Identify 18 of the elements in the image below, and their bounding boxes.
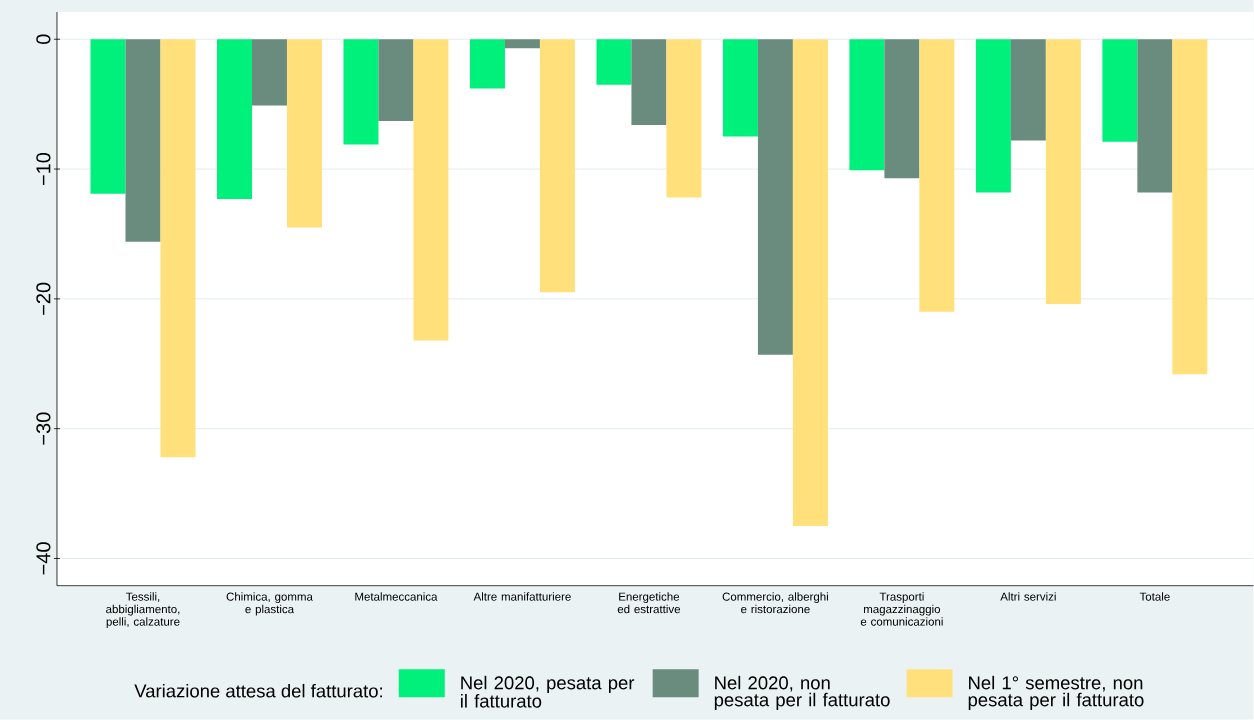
x-tick-label: Metalmeccanica [355, 592, 438, 601]
legend-label: Nel 2020, pesata per il fatturato [461, 675, 635, 708]
x-tick-label: Chimica, gomma e plastica [226, 592, 313, 616]
y-tick-label: −10 [36, 153, 51, 186]
x-tick-label: Commercio, alberghi e ristorazione [722, 592, 828, 614]
x-tick-label: Trasporti magazzinaggio e comunicazioni [860, 592, 943, 626]
y-tick-label: −30 [36, 412, 51, 445]
x-tick-label: Altri servizi [1000, 592, 1056, 601]
x-tick-label: Tessili, abbigliamento, pelli, calzature [106, 592, 180, 629]
x-tick-label: Totale [1139, 592, 1170, 601]
legend-label: Nel 2020, non pesata per il fatturato [714, 675, 890, 711]
y-tick-label: 0 [36, 34, 51, 45]
legend-label: Nel 1° semestre, non pesata per il fatturato [968, 675, 1144, 711]
x-tick-label: Energetiche ed estrattive [617, 592, 681, 614]
legend-title: Variazione attesa del fatturato: [134, 684, 382, 698]
y-tick-label: −20 [36, 282, 51, 315]
y-tick-label: −40 [36, 542, 51, 575]
x-tick-label: Altre manifatturiere [473, 592, 571, 601]
